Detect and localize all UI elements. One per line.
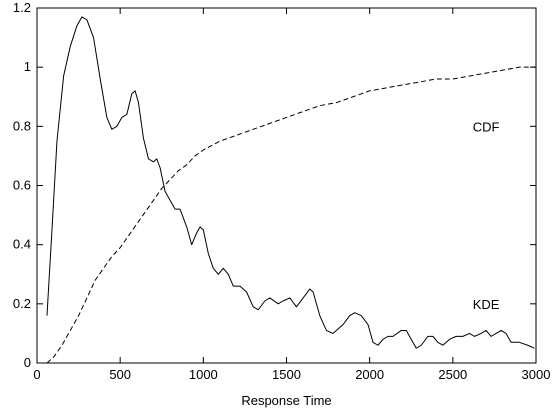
series-label-kde: KDE — [473, 297, 500, 312]
y-tick-label: 0.6 — [13, 178, 31, 193]
series-layer: KDE CDF — [46, 16, 536, 364]
x-tick-label: 2500 — [438, 367, 467, 382]
plot-frame — [36, 7, 537, 364]
series-line-kde — [46, 16, 535, 349]
y-tick-label: 0.8 — [13, 118, 31, 133]
x-tick-label: 2000 — [355, 367, 384, 382]
y-axis-ticks: 0 0.2 0.4 0.6 0.8 1 1.2 — [13, 0, 536, 370]
x-tick-label: 3000 — [522, 367, 551, 382]
y-tick-label: 1 — [24, 59, 31, 74]
y-tick-label: 0 — [24, 355, 31, 370]
x-axis-ticks: 0 500 1000 1500 2000 2500 3000 — [33, 8, 550, 382]
series-label-cdf: CDF — [473, 119, 500, 134]
y-tick-label: 0.4 — [13, 237, 31, 252]
x-tick-label: 1000 — [189, 367, 218, 382]
series-line-cdf — [46, 66, 536, 364]
y-tick-label: 0.2 — [13, 296, 31, 311]
x-tick-label: 500 — [109, 367, 131, 382]
y-tick-label: 1.2 — [13, 0, 31, 15]
x-tick-label: 1500 — [272, 367, 301, 382]
x-tick-label: 0 — [33, 367, 40, 382]
x-axis-label: Response Time — [241, 393, 331, 408]
